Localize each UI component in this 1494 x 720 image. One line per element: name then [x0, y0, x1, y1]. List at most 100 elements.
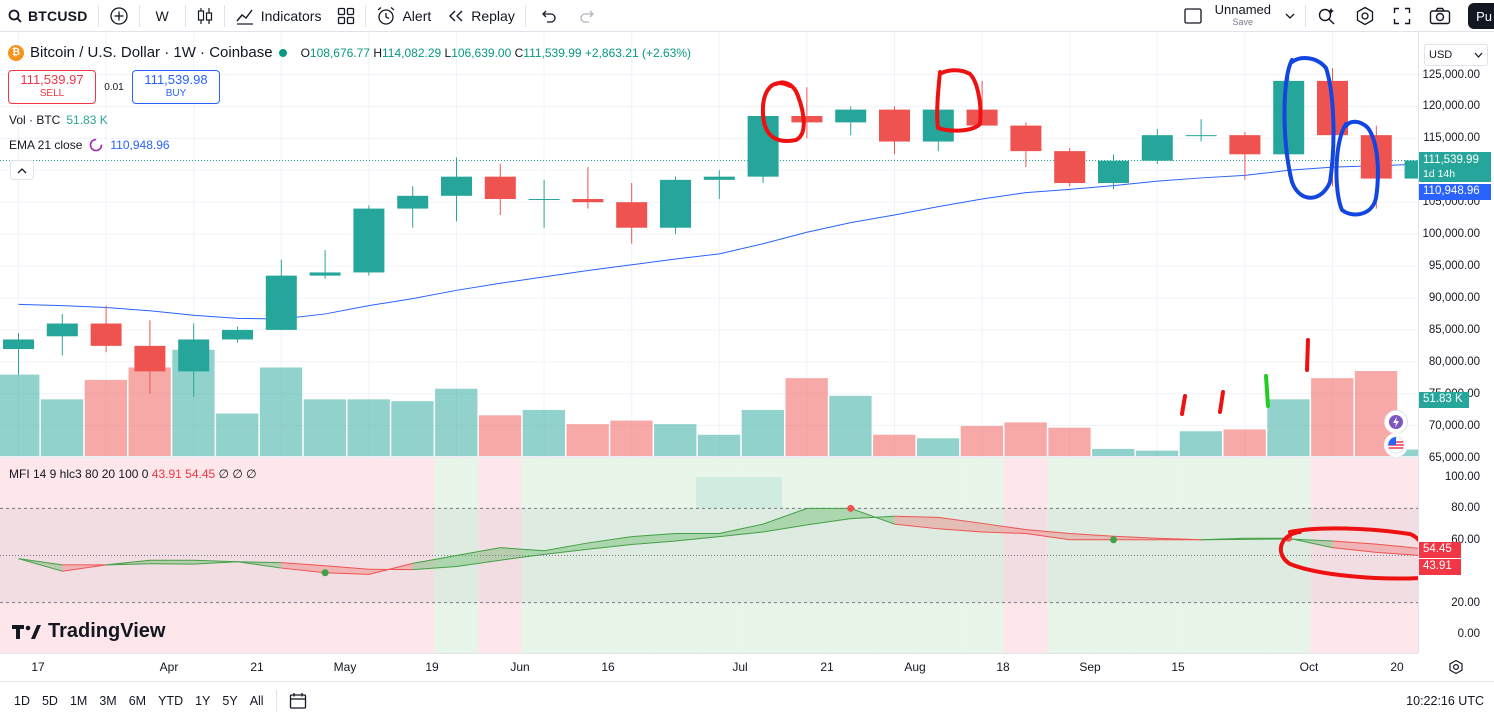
- mfi-signal-segment: [1376, 543, 1418, 549]
- range-button-5y[interactable]: 5Y: [222, 694, 238, 708]
- ema-legend[interactable]: EMA 21 close 110,948.96: [9, 137, 170, 153]
- indicators-label: Indicators: [260, 7, 322, 24]
- mfi-signal-segment: [1332, 540, 1377, 545]
- mfi-plot: [18, 504, 1418, 577]
- time-axis-settings-button[interactable]: [1446, 657, 1466, 677]
- quick-search-button[interactable]: [1308, 0, 1346, 32]
- compare-symbol-button[interactable]: [101, 0, 137, 32]
- redo-button[interactable]: [568, 0, 608, 32]
- interval-button[interactable]: W: [142, 0, 183, 32]
- volume-legend[interactable]: Vol · BTC 51.83 K: [9, 113, 108, 127]
- mfi-fill: [719, 524, 764, 537]
- mfi-overbought-highlight: [696, 477, 782, 508]
- mfi-line-segment: [850, 507, 895, 525]
- mfi-fill: [806, 508, 851, 525]
- candle-body: [835, 109, 867, 123]
- volume-bar: [1179, 431, 1222, 456]
- chart-type-button[interactable]: [188, 0, 222, 32]
- mfi-cross-dot: [1110, 536, 1117, 544]
- toolbar-divider: [365, 4, 367, 27]
- fullscreen-button[interactable]: [1384, 0, 1420, 32]
- candles-icon: [196, 6, 214, 26]
- mfi-fill: [982, 523, 1026, 534]
- toolbar-divider: [223, 4, 225, 27]
- range-button-5d[interactable]: 5D: [41, 694, 58, 708]
- time-axis-label: Jul: [732, 660, 748, 674]
- mfi-line-segment: [106, 559, 150, 566]
- price-axis-label: 100,000.00: [1422, 228, 1480, 241]
- magnifier-sparkle-icon: [1317, 6, 1337, 26]
- volume-bar: [1267, 399, 1310, 456]
- collapse-legend-button[interactable]: [10, 160, 34, 180]
- volume-bar: [1092, 448, 1135, 456]
- snapshot-button[interactable]: [1420, 0, 1460, 32]
- settings-button[interactable]: [1346, 0, 1384, 32]
- symbol-name: BTCUSD: [28, 7, 88, 24]
- range-button-1m[interactable]: 1M: [69, 694, 88, 708]
- undo-button[interactable]: [528, 0, 568, 32]
- replay-button[interactable]: Replay: [439, 0, 523, 32]
- redo-icon: [580, 9, 596, 23]
- rewind-icon: [447, 9, 465, 23]
- volume-bar: [1398, 449, 1418, 456]
- mfi-axis-label: 0.00: [1457, 628, 1480, 640]
- range-button-ytd[interactable]: YTD: [158, 694, 184, 708]
- range-button-3m[interactable]: 3M: [99, 694, 117, 708]
- calendar-range-icon[interactable]: [283, 692, 315, 710]
- time-axis-label: Oct: [1299, 660, 1319, 674]
- blue-circle-annotation: [1334, 119, 1380, 217]
- symbol-search-button[interactable]: BTCUSD: [0, 0, 96, 32]
- currency-select[interactable]: USD: [1424, 44, 1488, 66]
- layouts-button[interactable]: [329, 0, 363, 32]
- mfi-signal-segment: [281, 562, 326, 567]
- mfi-line-segment: [281, 567, 326, 574]
- volume-bar: [478, 415, 522, 456]
- range-button-1d[interactable]: 1D: [14, 694, 30, 708]
- range-button-6m[interactable]: 6M: [128, 694, 147, 708]
- range-button-1y[interactable]: 1Y: [195, 694, 211, 708]
- mfi-cross-dot: [847, 504, 855, 512]
- close-value: 111,539.99: [523, 45, 582, 60]
- mfi-legend[interactable]: MFI 14 9 hlc3 80 20 100 0 43.91 54.45 ∅ …: [9, 467, 257, 481]
- top-toolbar: BTCUSD W Indicators Alert Replay: [0, 0, 1494, 32]
- mfi-fill: [368, 563, 413, 575]
- candle-body: [134, 345, 166, 372]
- indicators-button[interactable]: Indicators: [227, 0, 330, 32]
- mfi-zone: [828, 457, 873, 653]
- mfi-signal-segment: [106, 563, 150, 566]
- mfi-fill: [500, 547, 545, 561]
- clock[interactable]: 10:22:16 UTC: [1406, 694, 1484, 708]
- mfi-line-segment: [1025, 533, 1070, 541]
- currency-label: USD: [1429, 49, 1453, 61]
- time-axis[interactable]: 17 Apr 21 May 19 Jun 16 Jul 21 Aug 18 Sep 15 Oct 20: [0, 653, 1418, 681]
- lightning-icon: [1389, 415, 1403, 429]
- economic-events-button[interactable]: [1384, 433, 1408, 457]
- candle-body: [1229, 135, 1261, 155]
- camera-icon: [1429, 7, 1451, 25]
- mfi-signal-segment: [237, 561, 282, 564]
- price-axis-label: 120,000.00: [1422, 100, 1480, 113]
- candle-body: [660, 179, 691, 228]
- mfi-fill: [763, 508, 807, 532]
- candle-body: [572, 199, 604, 203]
- layout-menu-button[interactable]: Unnamed Save: [1175, 0, 1303, 32]
- symbol-title[interactable]: Bitcoin / U.S. Dollar · 1W · Coinbase: [30, 44, 273, 61]
- volume-bar: [0, 374, 40, 456]
- publish-button[interactable]: Pu: [1468, 3, 1494, 29]
- red-tick-annotation: [1180, 394, 1187, 416]
- alert-button[interactable]: Alert: [368, 0, 439, 32]
- mfi-fill: [894, 516, 939, 529]
- sell-button[interactable]: 111,539.97 SELL: [8, 70, 96, 104]
- spread-value: 0.01: [104, 81, 124, 93]
- mfi-signal-segment: [456, 559, 501, 567]
- flash-button[interactable]: [1384, 410, 1408, 434]
- time-axis-label: 18: [996, 660, 1010, 674]
- range-button-all[interactable]: All: [249, 694, 264, 708]
- volume-bar: [259, 367, 303, 456]
- candle-body: [46, 323, 78, 337]
- buy-button[interactable]: 111,539.98 BUY: [132, 70, 220, 104]
- volume-bar: [391, 401, 434, 456]
- time-axis-label: Sep: [1079, 660, 1101, 674]
- mfi-signal-segment: [193, 561, 238, 565]
- chart-canvas[interactable]: [0, 32, 1418, 653]
